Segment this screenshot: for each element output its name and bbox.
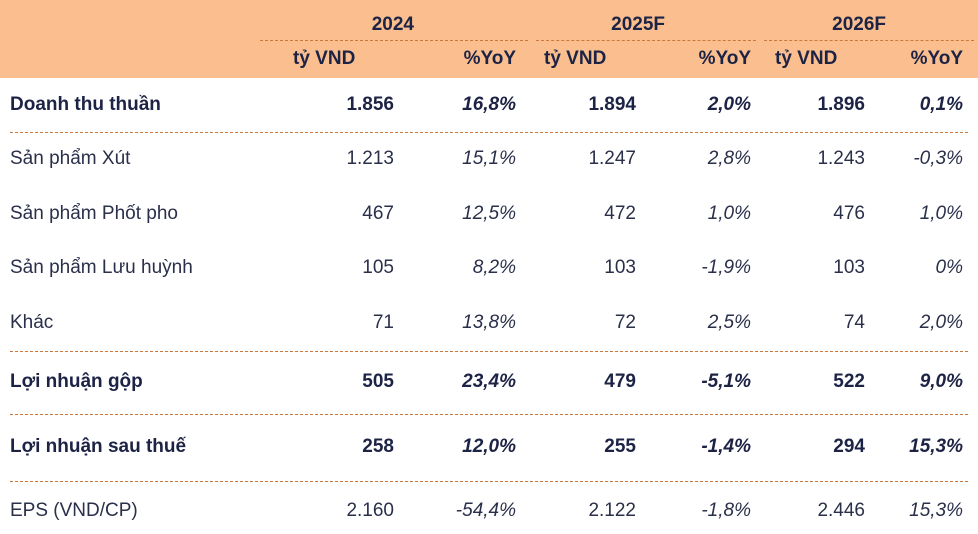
value-2026f: 476 xyxy=(833,203,865,224)
unit-header-2024: tỷ VND xyxy=(293,48,356,69)
row-label: Sản phẩm Lưu huỳnh xyxy=(10,257,193,278)
value-2024: 1.856 xyxy=(346,94,394,115)
value-2025f: 2.122 xyxy=(588,500,636,521)
value-2024: 258 xyxy=(362,436,394,457)
value-2025f: 472 xyxy=(604,203,636,224)
value-2024: 505 xyxy=(362,371,394,392)
unit-header-2025f: tỷ VND xyxy=(544,48,607,69)
row-label: Lợi nhuận sau thuế xyxy=(10,436,187,457)
yoy-2026f: 0% xyxy=(935,257,963,278)
yoy-2025f: -1,4% xyxy=(701,436,751,457)
row-separator xyxy=(10,351,968,352)
value-2026f: 103 xyxy=(833,257,865,278)
row-label: Sản phẩm Phốt pho xyxy=(10,203,178,224)
yoy-2024: 12,5% xyxy=(462,203,516,224)
year-header-2024: 2024 xyxy=(371,14,414,35)
yoy-2026f: 15,3% xyxy=(909,436,963,457)
pct-header-2026f: %YoY xyxy=(910,48,963,69)
yoy-2025f: -5,1% xyxy=(701,371,751,392)
value-2024: 71 xyxy=(372,312,394,333)
value-2025f: 1.894 xyxy=(588,94,636,115)
row-separator xyxy=(10,414,968,415)
pct-header-2025f: %YoY xyxy=(698,48,751,69)
year-header-2026f: 2026F xyxy=(832,14,886,35)
table-header: 2024 2025F 2026F tỷ VND %YoY tỷ VND %YoY… xyxy=(0,0,978,78)
value-2025f: 1.247 xyxy=(588,148,636,169)
value-2026f: 2.446 xyxy=(817,500,865,521)
value-2026f: 294 xyxy=(833,436,865,457)
value-2024: 105 xyxy=(362,257,394,278)
header-divider-2026f xyxy=(764,40,974,41)
yoy-2026f: 2,0% xyxy=(919,312,963,333)
row-label: Doanh thu thuần xyxy=(10,94,161,115)
row-label: EPS (VND/CP) xyxy=(10,500,138,521)
yoy-2025f: 1,0% xyxy=(707,203,751,224)
row-label: Sản phẩm Xút xyxy=(10,148,131,169)
yoy-2026f: 9,0% xyxy=(919,371,963,392)
row-label: Lợi nhuận gộp xyxy=(10,371,143,392)
yoy-2026f: 1,0% xyxy=(919,203,963,224)
value-2025f: 103 xyxy=(604,257,636,278)
value-2026f: 522 xyxy=(833,371,865,392)
yoy-2024: 12,0% xyxy=(462,436,516,457)
yoy-2025f: 2,0% xyxy=(707,94,751,115)
yoy-2025f: -1,8% xyxy=(701,500,751,521)
value-2025f: 255 xyxy=(604,436,636,457)
yoy-2025f: 2,8% xyxy=(707,148,751,169)
yoy-2024: 13,8% xyxy=(462,312,516,333)
row-label: Khác xyxy=(10,312,54,333)
yoy-2024: 16,8% xyxy=(462,94,516,115)
yoy-2026f: 0,1% xyxy=(919,94,963,115)
value-2026f: 74 xyxy=(843,312,865,333)
value-2024: 1.213 xyxy=(346,148,394,169)
value-2024: 2.160 xyxy=(346,500,394,521)
value-2024: 467 xyxy=(362,203,394,224)
year-header-2025f: 2025F xyxy=(611,14,665,35)
row-separator xyxy=(10,481,968,482)
header-divider-2024 xyxy=(260,40,528,41)
yoy-2024: -54,4% xyxy=(455,500,516,521)
yoy-2024: 8,2% xyxy=(472,257,516,278)
pct-header-2024: %YoY xyxy=(463,48,516,69)
value-2026f: 1.243 xyxy=(817,148,865,169)
yoy-2026f: 15,3% xyxy=(909,500,963,521)
value-2025f: 72 xyxy=(614,312,636,333)
yoy-2026f: -0,3% xyxy=(913,148,963,169)
row-separator xyxy=(10,132,968,133)
value-2026f: 1.896 xyxy=(817,94,865,115)
yoy-2024: 23,4% xyxy=(462,371,516,392)
yoy-2025f: -1,9% xyxy=(701,257,751,278)
header-divider-2025f xyxy=(536,40,756,41)
yoy-2024: 15,1% xyxy=(462,148,516,169)
yoy-2025f: 2,5% xyxy=(707,312,751,333)
value-2025f: 479 xyxy=(604,371,636,392)
unit-header-2026f: tỷ VND xyxy=(775,48,838,69)
